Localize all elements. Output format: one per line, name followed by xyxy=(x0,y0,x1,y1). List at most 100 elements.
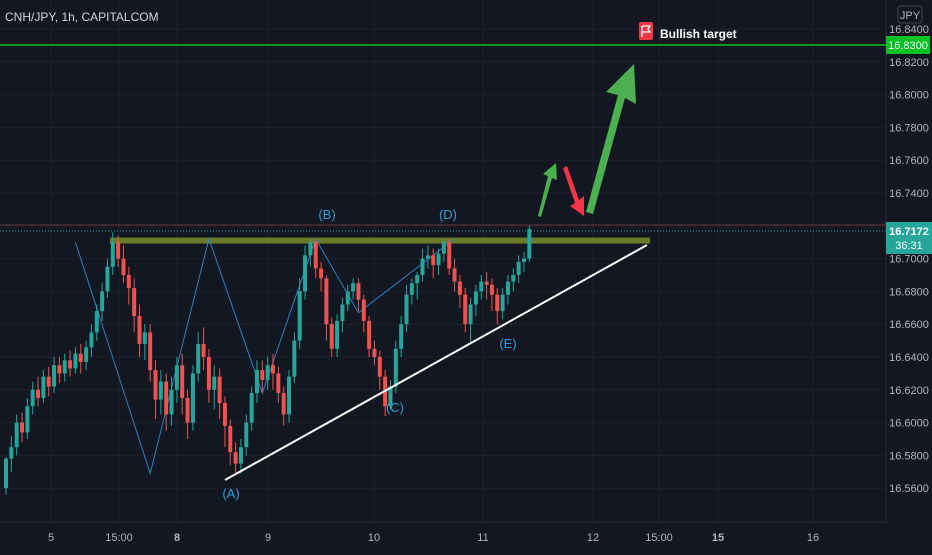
candle xyxy=(500,288,505,320)
resistance-zone xyxy=(110,237,650,244)
candle xyxy=(153,360,158,420)
bullish-target-label: Bullish target xyxy=(660,27,737,41)
trend-layer xyxy=(224,244,648,481)
target-price-badge xyxy=(886,36,930,54)
candle xyxy=(238,439,243,474)
candle xyxy=(436,248,441,275)
candle xyxy=(4,457,8,495)
candle xyxy=(265,357,270,390)
price-tick-label: 16.6600 xyxy=(889,319,929,331)
candle xyxy=(121,245,126,284)
price-tick-label: 16.7000 xyxy=(889,254,929,266)
time-tick-label: 12 xyxy=(587,532,599,544)
candle xyxy=(399,316,404,357)
candle xyxy=(356,278,361,312)
candle xyxy=(100,283,105,321)
currency-label: JPY xyxy=(900,10,921,22)
bull-arrow-large xyxy=(586,64,636,214)
price-tick-label: 16.6400 xyxy=(889,352,929,364)
grid xyxy=(0,0,886,522)
candle xyxy=(377,350,382,390)
candle xyxy=(457,275,462,308)
candle xyxy=(468,297,473,344)
candle xyxy=(228,419,233,466)
time-tick-label: 8 xyxy=(174,532,180,544)
candle xyxy=(319,261,324,292)
candle xyxy=(73,347,78,374)
candle xyxy=(340,297,345,333)
countdown-label: 36:31 xyxy=(895,240,923,252)
candle xyxy=(217,368,222,420)
candle xyxy=(84,340,89,371)
candle xyxy=(206,348,211,403)
price-axis[interactable] xyxy=(886,0,932,550)
currency-badge[interactable] xyxy=(897,5,923,24)
last-price-badge xyxy=(886,222,932,254)
price-tick-label: 16.8000 xyxy=(889,90,929,102)
candle xyxy=(52,357,57,394)
candle xyxy=(479,275,484,300)
candle xyxy=(484,271,489,300)
last-price-label: 16.7172 xyxy=(889,226,929,238)
candle xyxy=(36,376,41,407)
candle xyxy=(345,284,350,312)
candle xyxy=(62,353,67,382)
candle xyxy=(463,288,468,333)
candle xyxy=(158,370,163,415)
candle xyxy=(292,332,297,384)
candle xyxy=(425,245,430,269)
candles xyxy=(4,225,532,495)
candle xyxy=(335,314,340,357)
candle xyxy=(287,370,292,423)
arrows-layer xyxy=(538,64,636,217)
candle xyxy=(351,278,356,300)
time-tick-label: 5 xyxy=(48,532,54,544)
candle xyxy=(404,284,409,333)
time-tick-label: 16 xyxy=(807,532,819,544)
price-tick-label: 16.5800 xyxy=(889,450,929,462)
candle xyxy=(505,275,510,305)
time-tick-label: 15:00 xyxy=(645,532,673,544)
flag-icon xyxy=(639,22,653,40)
candle xyxy=(78,343,83,374)
candle xyxy=(431,248,436,279)
candle xyxy=(367,316,372,357)
wave-label-b: (B) xyxy=(318,207,335,222)
price-tick-label: 16.6200 xyxy=(889,385,929,397)
candle xyxy=(249,386,254,431)
candle xyxy=(511,268,516,292)
time-tick-label: 11 xyxy=(477,532,488,544)
time-tick-label: 9 xyxy=(265,532,271,544)
candle xyxy=(420,248,425,282)
candle xyxy=(116,235,121,267)
candle xyxy=(196,332,201,382)
price-tick-label: 16.6800 xyxy=(889,286,929,298)
candle xyxy=(415,271,420,300)
candle xyxy=(148,324,153,382)
time-axis-ticks: 5 15:00 8 9 10 11 12 15:00 15 16 xyxy=(48,532,819,544)
candle xyxy=(308,238,313,267)
candle xyxy=(409,278,414,305)
candle xyxy=(126,266,131,305)
wave-label-e: (E) xyxy=(499,336,516,351)
candle xyxy=(137,304,142,357)
price-tick-label: 16.7400 xyxy=(889,188,929,200)
candle xyxy=(489,278,494,312)
candle xyxy=(260,360,265,394)
candle xyxy=(20,412,25,443)
plot-area[interactable] xyxy=(0,0,886,522)
candle xyxy=(495,288,500,325)
candle xyxy=(142,324,147,361)
candle xyxy=(89,324,94,357)
candle xyxy=(324,275,329,341)
candle xyxy=(180,353,185,415)
candle xyxy=(68,350,73,377)
candle xyxy=(233,442,238,476)
candle xyxy=(94,304,99,341)
candle xyxy=(372,340,377,366)
wave-label-c: (C) xyxy=(386,400,404,415)
wave-label-d: (D) xyxy=(439,207,457,222)
bear-arrow xyxy=(563,166,584,216)
candle xyxy=(169,376,174,426)
